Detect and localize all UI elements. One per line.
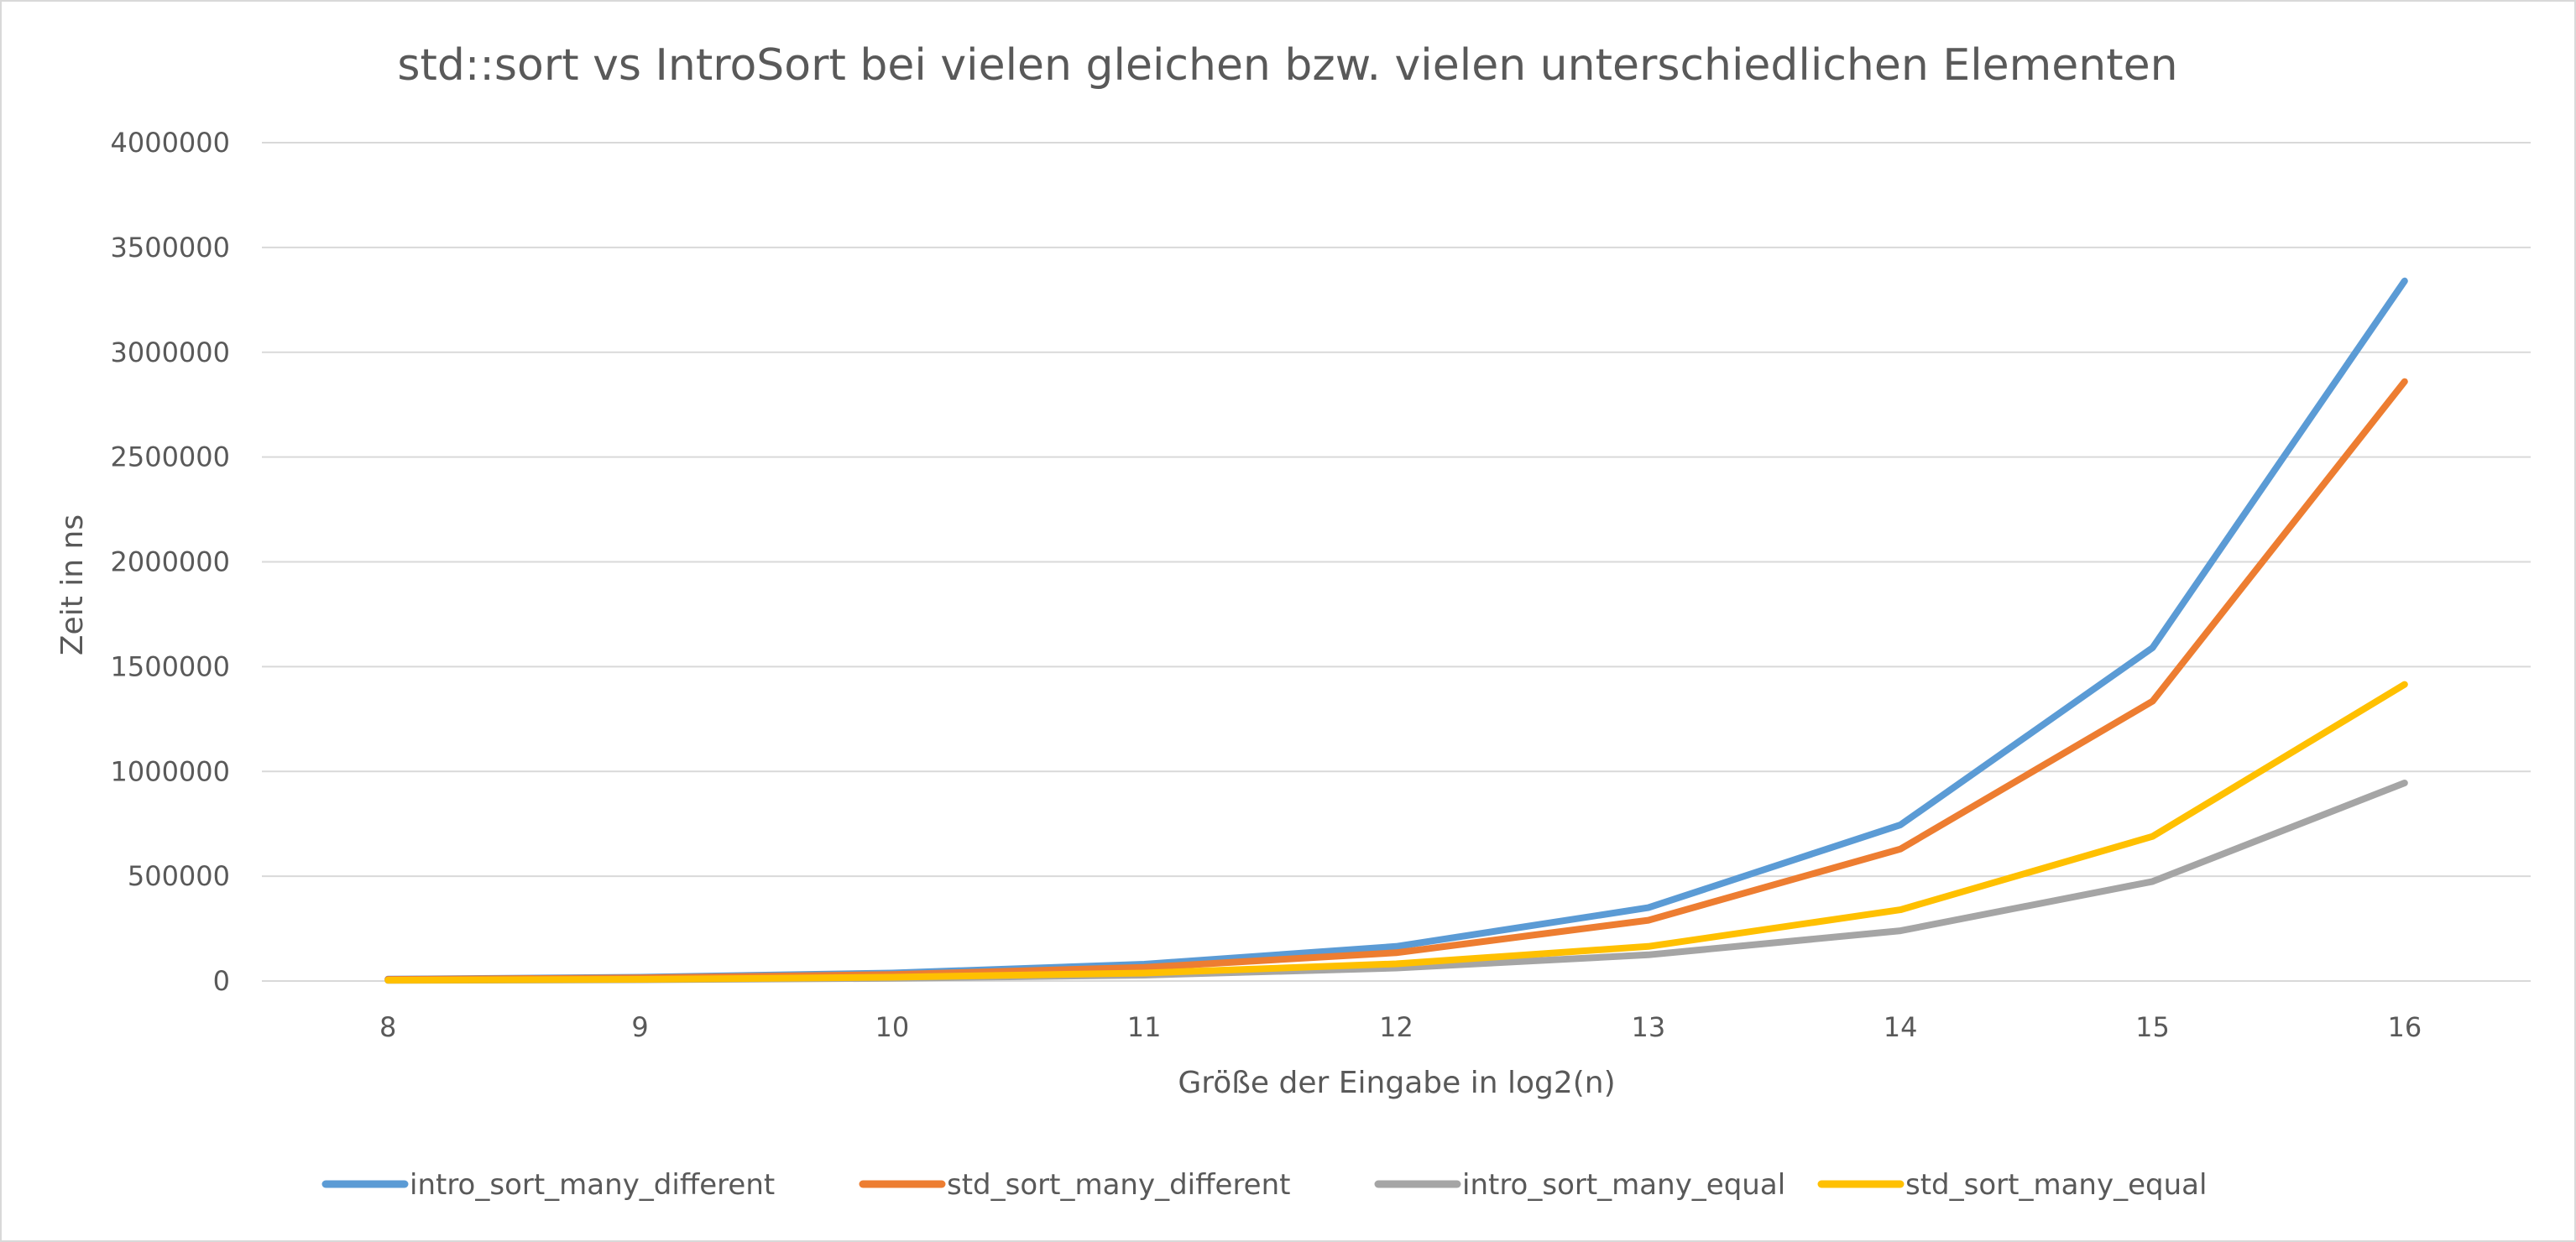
y-tick-label: 1500000 — [110, 650, 230, 682]
y-tick-label: 2500000 — [110, 441, 230, 473]
x-axis-label: Größe der Eingabe in log2(n) — [1178, 1066, 1615, 1100]
series-line-intro-sort-many-different — [384, 277, 2408, 983]
x-tick-label: 13 — [1631, 1011, 1665, 1043]
y-tick-label: 2000000 — [110, 546, 230, 578]
y-axis-ticks: 0 500000 1000000 1500000 2000000 2500000 30000… — [110, 127, 230, 997]
x-tick-label: 16 — [2387, 1011, 2422, 1043]
x-tick-label: 15 — [2135, 1011, 2170, 1043]
x-axis-ticks: 8 9 10 11 12 13 14 15 16 — [379, 1011, 2422, 1043]
series-line-std-sort-many-equal — [384, 681, 2408, 984]
legend-label: intro_sort_many_different — [410, 1168, 775, 1202]
x-tick-label: 8 — [379, 1011, 396, 1043]
gridlines — [262, 142, 2531, 982]
legend-label: std_sort_many_equal — [1905, 1168, 2207, 1202]
series-lines — [384, 277, 2408, 984]
y-tick-label: 0 — [213, 965, 230, 997]
y-tick-label: 1000000 — [110, 755, 230, 787]
legend-label: std_sort_many_different — [947, 1168, 1290, 1202]
chart-title: std::sort vs IntroSort bei vielen gleich… — [397, 40, 2177, 91]
x-tick-label: 11 — [1127, 1011, 1162, 1043]
legend: intro_sort_many_different std_sort_many_d… — [321, 1168, 2207, 1202]
y-tick-label: 4000000 — [110, 127, 230, 159]
y-tick-label: 3500000 — [110, 232, 230, 264]
y-axis-label: Zeit in ns — [55, 514, 90, 655]
legend-label: intro_sort_many_equal — [1462, 1168, 1785, 1202]
x-tick-label: 9 — [631, 1011, 648, 1043]
x-tick-label: 14 — [1884, 1011, 1918, 1043]
x-tick-label: 12 — [1379, 1011, 1413, 1043]
y-tick-label: 500000 — [128, 860, 230, 892]
y-tick-label: 3000000 — [110, 337, 230, 368]
x-tick-label: 10 — [875, 1011, 909, 1043]
